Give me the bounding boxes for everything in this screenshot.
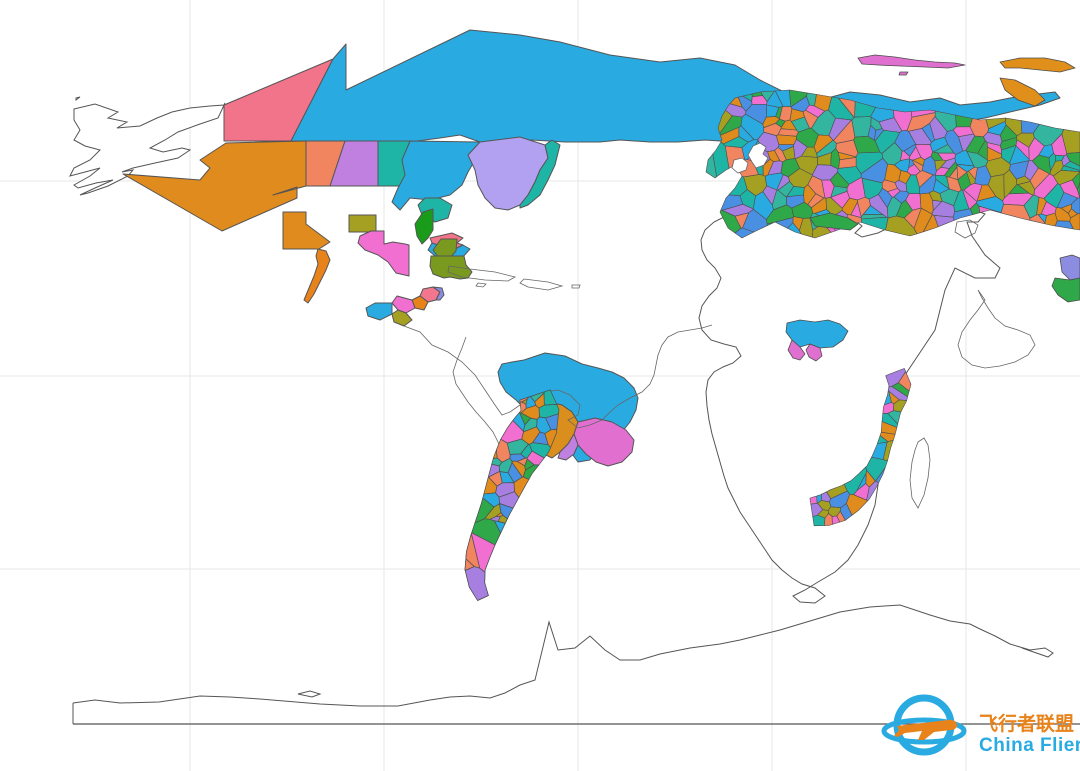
svg-text:China Flier: China Flier <box>979 735 1080 756</box>
svg-text:飞行者联盟: 飞行者联盟 <box>979 712 1074 735</box>
